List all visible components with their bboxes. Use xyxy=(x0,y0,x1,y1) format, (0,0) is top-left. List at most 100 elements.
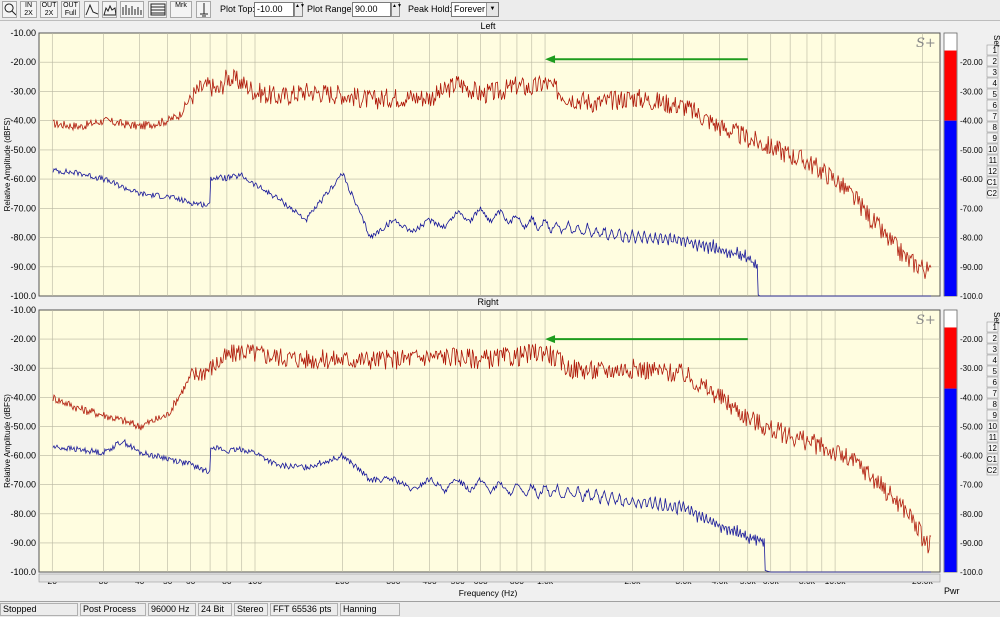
channel-set-button[interactable] xyxy=(986,332,999,344)
channel-set-button[interactable] xyxy=(986,354,999,366)
chevron-down-icon: ▼ xyxy=(486,3,498,16)
plot-range-spinner[interactable]: ▲▼ xyxy=(391,2,402,17)
y-tick-label: -80.00 xyxy=(10,233,36,243)
marker-button-label: Mrk xyxy=(175,2,187,9)
channel-set-button[interactable] xyxy=(986,165,999,177)
meter-tick-label: -50.00 xyxy=(960,146,983,155)
channel-set-button[interactable] xyxy=(986,88,999,100)
channel-set-button[interactable] xyxy=(986,99,999,111)
bar-view-button[interactable] xyxy=(120,1,144,18)
channel-set-label: 1 xyxy=(993,323,998,332)
channel-set-label: 1 xyxy=(993,46,998,55)
channel-set-label: 5 xyxy=(993,90,998,99)
channel-set-button[interactable] xyxy=(986,420,999,432)
y-tick-label: -80.00 xyxy=(10,509,36,519)
logo-mark: S+ xyxy=(916,313,936,328)
channel-set-label: C1 xyxy=(987,455,998,464)
channel-set-button[interactable] xyxy=(986,176,999,188)
panel-right xyxy=(38,309,999,573)
bar-graph-icon xyxy=(122,5,142,15)
channel-set-button[interactable] xyxy=(986,121,999,133)
channel-set-button[interactable] xyxy=(986,132,999,144)
status-cell-4: Stereo xyxy=(234,603,268,616)
channel-set-button[interactable] xyxy=(986,453,999,465)
meter-tick-label: -100.0 xyxy=(960,292,983,301)
status-cell-6: Hanning xyxy=(340,603,400,616)
meter-set-label: Set xyxy=(992,35,1000,48)
horizontal-scrollbar[interactable] xyxy=(38,573,941,583)
meter-tick-label: -80.00 xyxy=(960,510,983,519)
meter-tick-label: -70.00 xyxy=(960,204,983,213)
zoom-out-2x-button[interactable]: OUT 2X xyxy=(40,1,58,18)
area-graph-icon xyxy=(103,4,116,16)
level-meter-average xyxy=(944,388,957,572)
plot-range-input[interactable]: 90.00 xyxy=(352,2,391,17)
meter-tick-label: -30.00 xyxy=(960,364,983,373)
table-view-button[interactable] xyxy=(148,1,167,18)
channel-set-label: 3 xyxy=(993,68,998,77)
level-meter-average xyxy=(944,120,957,297)
x-axis-label: Frequency (Hz) xyxy=(459,588,518,598)
marker-button[interactable]: Mrk xyxy=(170,1,192,18)
meter-tick-label: -50.00 xyxy=(960,422,983,431)
channel-set-button[interactable] xyxy=(986,44,999,56)
status-bar: Stopped Post Process 96000 Hz 24 Bit Stereo F… xyxy=(0,601,1000,617)
y-tick-label: -60.00 xyxy=(10,174,36,184)
channel-set-button[interactable] xyxy=(986,55,999,67)
panel-left xyxy=(38,32,999,297)
area-view-button[interactable] xyxy=(102,1,117,18)
channel-set-button[interactable] xyxy=(986,143,999,155)
channel-set-button[interactable] xyxy=(986,387,999,399)
channel-set-button[interactable] xyxy=(986,398,999,410)
zoom-in-2x-button[interactable]: IN 2X xyxy=(20,1,37,18)
table-icon xyxy=(150,3,166,16)
plot-top-input[interactable]: -10.00 xyxy=(254,2,294,17)
channel-set-button[interactable] xyxy=(986,464,999,476)
meter-tick-label: -40.00 xyxy=(960,393,983,402)
peak-hold-select[interactable]: Forever ▼ xyxy=(451,2,499,17)
meter-pwr-label: Pwr xyxy=(944,586,960,596)
y-tick-label: -10.00 xyxy=(10,305,36,315)
channel-set-label: 7 xyxy=(993,389,998,398)
toolbar: IN 2X OUT 2X OUT Full Mrk Plot Top: -10.00 ▲▼ P… xyxy=(0,0,1000,21)
y-tick-label: -20.00 xyxy=(10,334,36,344)
channel-set-button[interactable] xyxy=(986,409,999,421)
plot-top-label: Plot Top: xyxy=(220,4,255,14)
channel-set-button[interactable] xyxy=(986,66,999,78)
peak-trace xyxy=(52,343,932,554)
panel-title: Left xyxy=(480,21,496,31)
y-tick-label: -40.00 xyxy=(10,116,36,126)
y-tick-label: -70.00 xyxy=(10,480,36,490)
zoom-button[interactable] xyxy=(2,1,17,18)
channel-set-button[interactable] xyxy=(986,442,999,454)
y-tick-label: -30.00 xyxy=(10,86,36,96)
plot-range-label: Plot Range: xyxy=(307,4,355,14)
y-tick-label: -40.00 xyxy=(10,392,36,402)
channel-set-button[interactable] xyxy=(986,110,999,122)
y-tick-label: -100.0 xyxy=(10,567,36,577)
channel-set-button[interactable] xyxy=(986,77,999,89)
channel-set-button[interactable] xyxy=(986,187,999,199)
arrow-head-icon xyxy=(545,55,556,64)
channel-set-label: 10 xyxy=(988,422,997,431)
line-view-button[interactable] xyxy=(84,1,99,18)
zoom-out-full-button[interactable]: OUT Full xyxy=(61,1,80,18)
status-cell-0: Stopped xyxy=(0,603,78,616)
panel-title: Right xyxy=(477,297,499,307)
channel-set-label: 12 xyxy=(988,167,997,176)
channel-set-button[interactable] xyxy=(986,376,999,388)
y-tick-label: -10.00 xyxy=(10,28,36,38)
peak-hold-label: Peak Hold: xyxy=(408,4,453,14)
y-tick-label: -90.00 xyxy=(10,262,36,272)
zoom-out-2x-button-label: OUT 2X xyxy=(41,2,57,17)
channel-set-label: 9 xyxy=(993,411,998,420)
channel-set-button[interactable] xyxy=(986,321,999,333)
channel-set-button[interactable] xyxy=(986,343,999,355)
channel-set-button[interactable] xyxy=(986,431,999,443)
channel-set-button[interactable] xyxy=(986,154,999,166)
channel-set-label: 11 xyxy=(989,156,998,165)
cursor-button[interactable] xyxy=(196,1,211,18)
plot-top-spinner[interactable]: ▲▼ xyxy=(294,2,305,17)
channel-set-button[interactable] xyxy=(986,365,999,377)
status-cell-1: Post Process xyxy=(80,603,146,616)
